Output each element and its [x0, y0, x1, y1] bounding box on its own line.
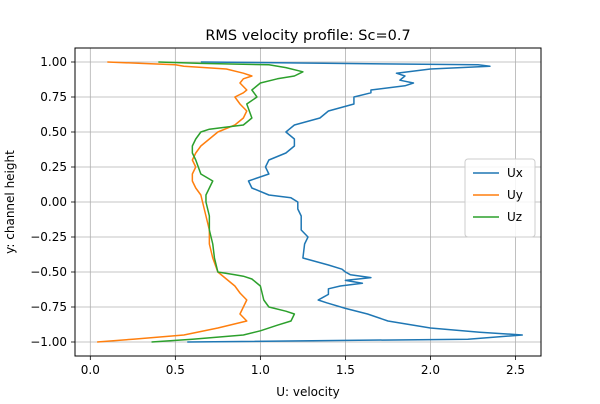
series-line-uy [97, 61, 253, 343]
x-tick-label: 0.0 [81, 363, 100, 377]
series-line-ux [187, 61, 524, 343]
y-tick-label: −1.00 [30, 335, 67, 349]
y-tick-label: 0.00 [40, 195, 67, 209]
tick-layer: 0.0 0.5 1.0 1.5 2.0 2.5 −1.00 −0.75 −0.50 −0.25 0.… [30, 55, 525, 377]
x-tick-label: 2.0 [421, 363, 440, 377]
legend: Ux Uy Uz [464, 158, 536, 238]
chart-title: RMS velocity profile: Sc=0.7 [205, 28, 410, 44]
x-tick-label: 1.0 [251, 363, 270, 377]
series-layer [97, 61, 524, 343]
y-tick-label: 0.50 [40, 125, 67, 139]
x-tick-label: 0.5 [166, 363, 185, 377]
y-tick-label: 0.75 [40, 90, 67, 104]
x-tick-label: 2.5 [506, 363, 525, 377]
legend-label-ux: Ux [507, 166, 523, 180]
y-tick-label: −0.75 [30, 300, 67, 314]
y-axis-label: y: channel height [3, 150, 17, 254]
y-tick-label: 0.25 [40, 160, 67, 174]
y-tick-label: −0.25 [30, 230, 67, 244]
x-tick-label: 1.5 [336, 363, 355, 377]
x-axis-label: U: velocity [276, 385, 340, 399]
y-tick-label: 1.00 [40, 55, 67, 69]
series-line-uz [151, 61, 304, 343]
y-tick-label: −0.50 [30, 265, 67, 279]
legend-label-uz: Uz [507, 210, 522, 224]
legend-label-uy: Uy [507, 188, 523, 202]
legend-box [464, 158, 536, 238]
